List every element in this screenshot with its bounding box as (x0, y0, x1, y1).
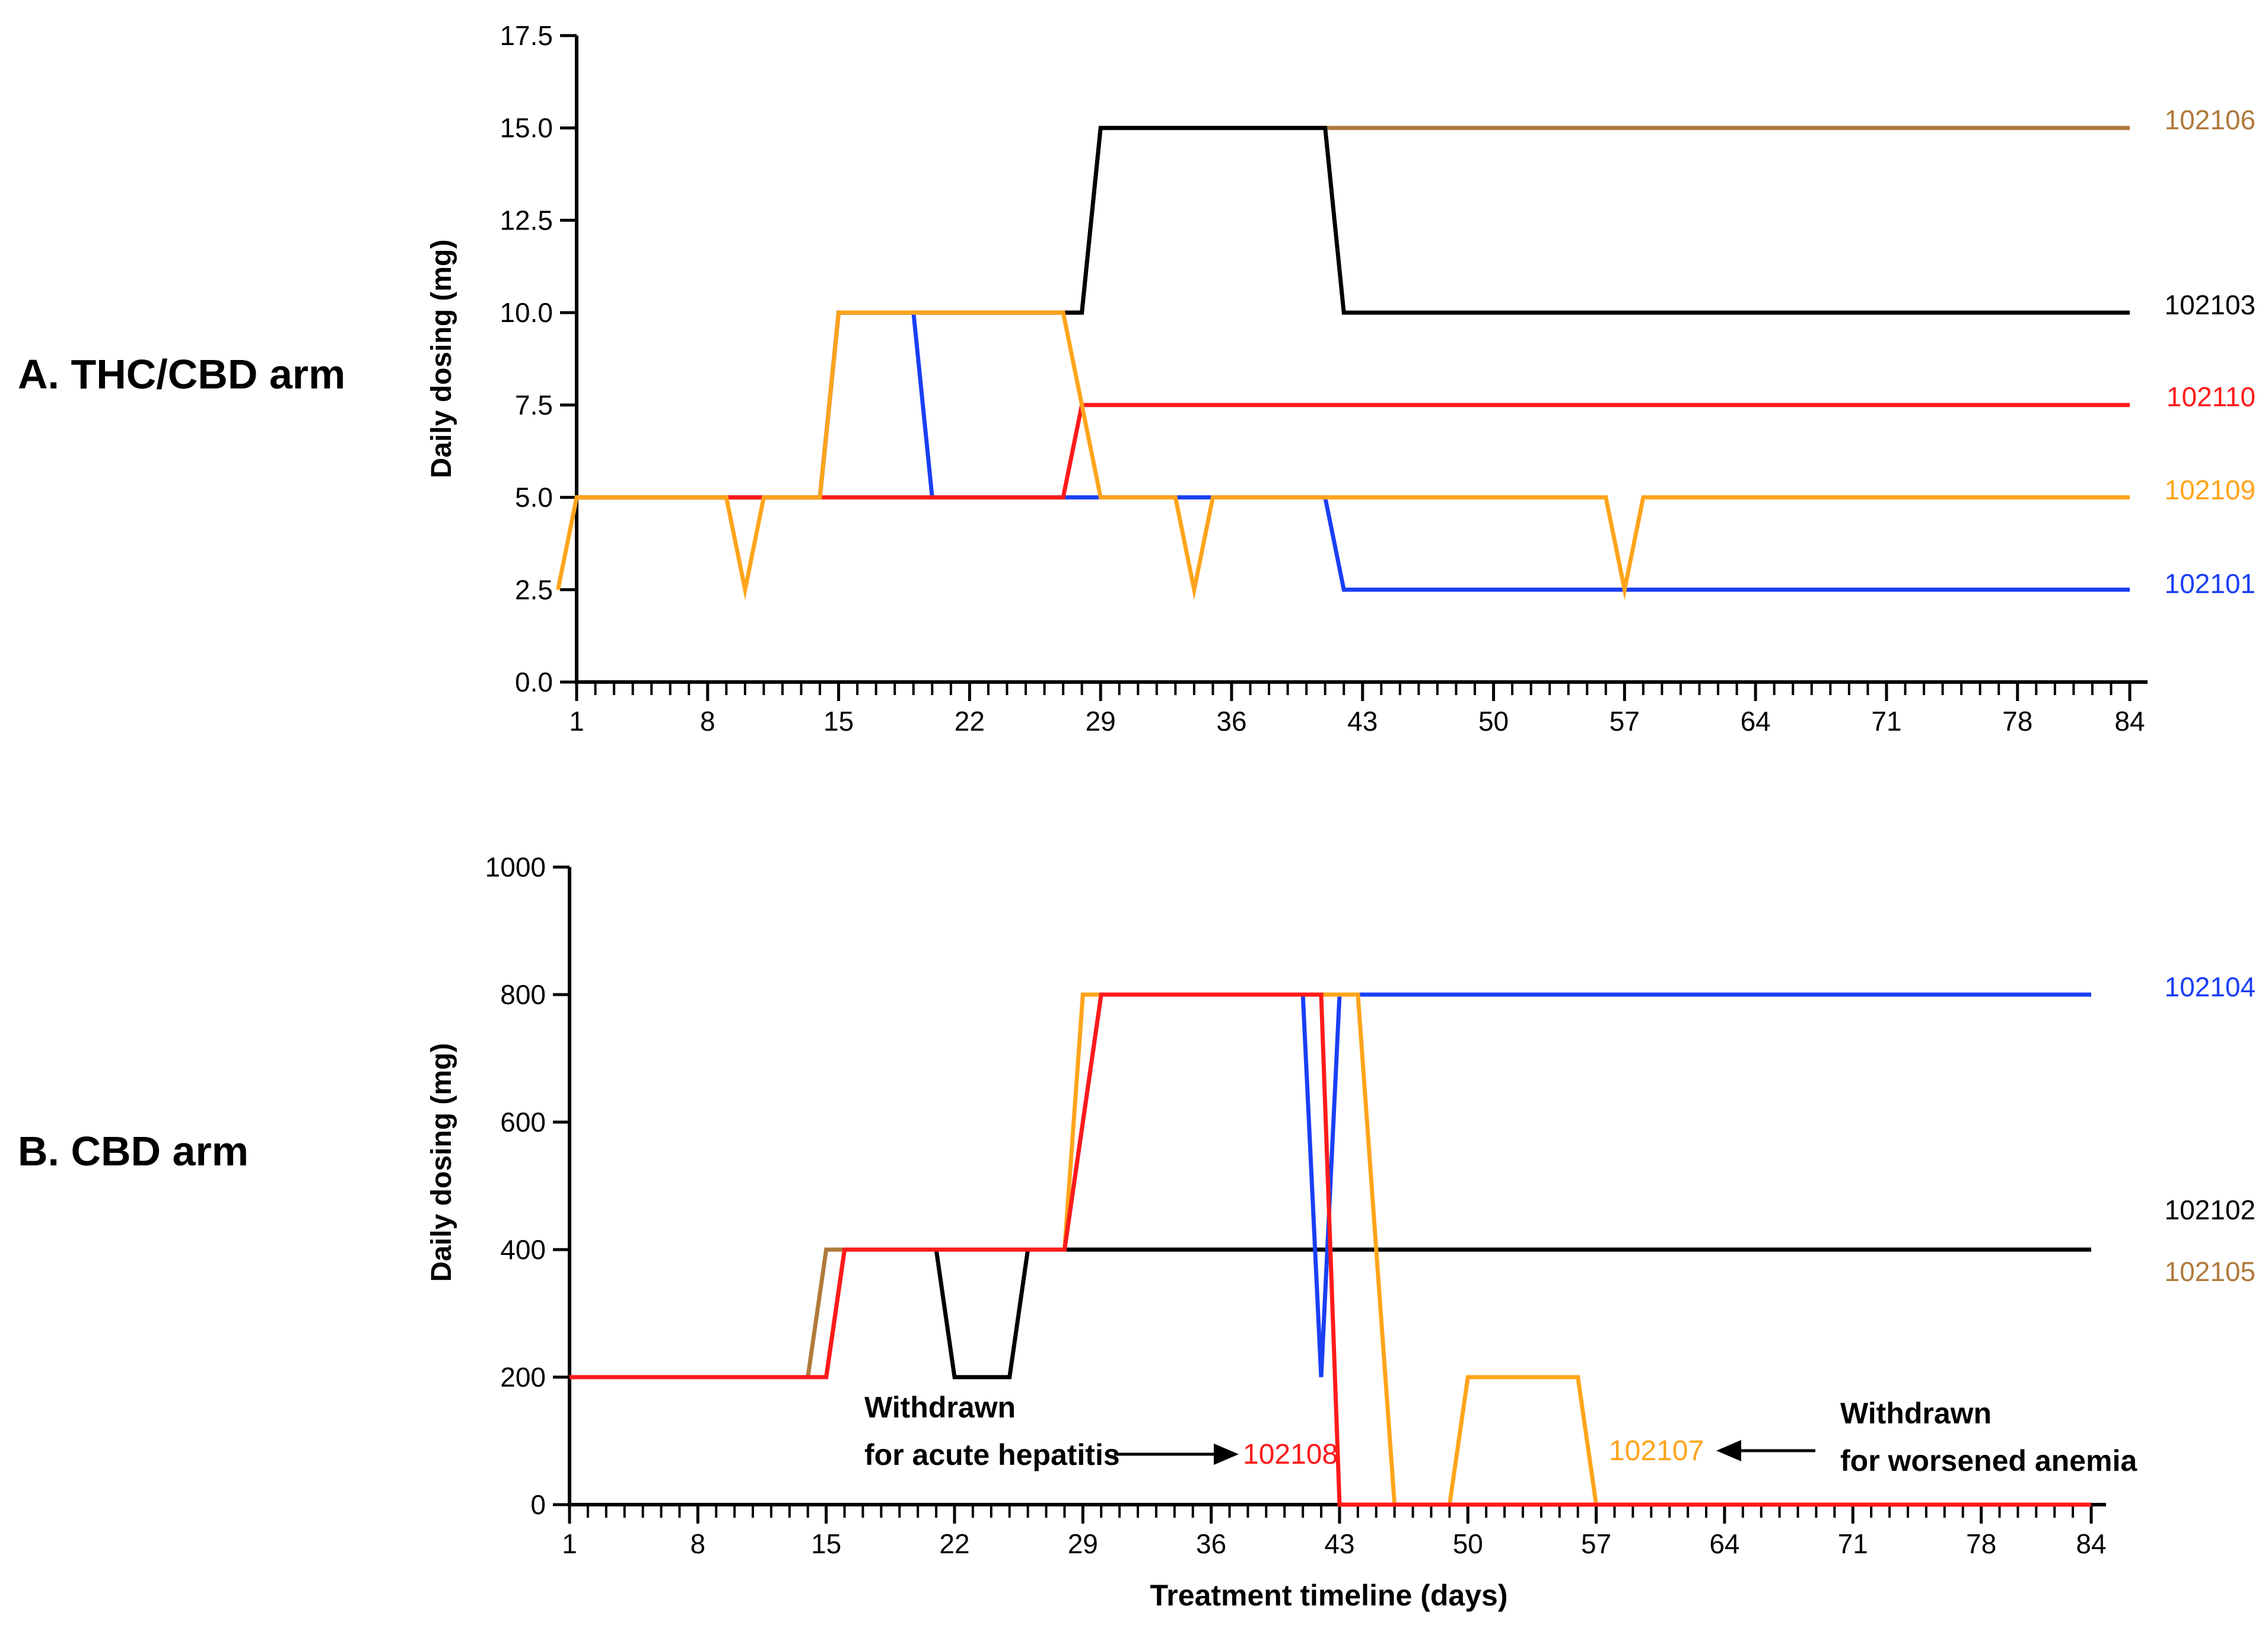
x-tick-label: 1 (569, 706, 584, 737)
series-line-102108 (570, 992, 2091, 1507)
x-axis-label: Treatment timeline (days) (1150, 1579, 1508, 1612)
annotation-note-line2: for worsened anemia (1840, 1444, 2137, 1477)
y-tick-label: 800 (500, 979, 546, 1010)
series-line-102104 (570, 992, 2091, 1380)
annotation-label-102108: 102108 (1243, 1439, 1338, 1470)
x-tick-label: 15 (811, 1528, 841, 1559)
y-tick-label: 12.5 (500, 205, 553, 235)
y-tick-label: 2.5 (515, 574, 553, 605)
y-tick-label: 10.0 (500, 297, 553, 328)
y-tick-label: 7.5 (515, 390, 553, 420)
x-tick-label: 78 (1966, 1528, 1996, 1559)
series-label-102101: 102101 (2165, 568, 2256, 599)
y-tick-label: 400 (500, 1234, 546, 1265)
x-tick-label: 29 (1068, 1528, 1098, 1559)
panel-b: B. CBD arm 0 200 400 600 800 1000 1 8 15 22 29 36 43… (18, 852, 2256, 1612)
plot-b: 0 200 400 600 800 1000 1 8 15 22 29 36 43 50 57 64 71 78 8… (426, 852, 2256, 1612)
series-label-102110: 102110 (2167, 381, 2256, 412)
x-tick-label: 84 (2076, 1528, 2106, 1559)
x-tick-label: 22 (955, 706, 985, 737)
y-tick-label: 0.0 (515, 667, 553, 697)
arrow-left-icon (1716, 1440, 1741, 1461)
y-axis-label: Daily dosing (mg) (426, 240, 457, 479)
series-line-102103 (577, 126, 2130, 500)
x-tick-label: 22 (939, 1528, 969, 1559)
x-tick-label: 43 (1347, 706, 1378, 737)
x-tick-label: 71 (1871, 706, 1901, 737)
annotation-note-line1: Withdrawn (1840, 1397, 1992, 1430)
series-label-102103: 102103 (2165, 289, 2256, 320)
x-tick-label: 57 (1609, 706, 1640, 737)
y-tick-label: 1000 (485, 852, 546, 883)
series-label-102106: 102106 (2165, 104, 2256, 135)
annotation-note-line2: for acute hepatitis (864, 1438, 1120, 1471)
y-tick-label: 15.0 (500, 113, 553, 144)
x-tick-label: 64 (1741, 706, 1771, 737)
x-tick-label: 71 (1838, 1528, 1868, 1559)
x-tick-label: 15 (823, 706, 854, 737)
annotation-label-102107: 102107 (1609, 1435, 1704, 1467)
series-label-102105: 102105 (2165, 1256, 2256, 1287)
x-tick-label: 84 (2114, 706, 2145, 737)
series-line-102109 (556, 310, 2130, 600)
x-tick-label: 8 (691, 1528, 706, 1559)
plot-a: 0.0 2.5 5.0 7.5 10.0 12.5 15.0 17.5 1 8 15 22 29 36 43… (426, 20, 2256, 737)
annotation-note-line1: Withdrawn (864, 1391, 1016, 1424)
y-tick-label: 600 (500, 1107, 546, 1138)
x-tick-label: 50 (1478, 706, 1509, 737)
x-tick-label: 64 (1709, 1528, 1739, 1559)
x-tick-label: 1 (562, 1528, 577, 1559)
y-tick-label: 5.0 (515, 482, 553, 513)
panel-a-label: A. THC/CBD arm (18, 351, 345, 397)
x-tick-label: 36 (1196, 1528, 1226, 1559)
series-label-102102: 102102 (2165, 1194, 2256, 1225)
x-tick-label: 8 (700, 706, 715, 737)
series-line-102110 (577, 403, 2130, 500)
series-line-102101 (577, 310, 2130, 592)
x-tick-label: 78 (2002, 706, 2032, 737)
panel-a: A. THC/CBD arm 0.0 2.5 5.0 7.5 10.0 12.5 15.0 1… (18, 20, 2256, 737)
y-tick-label: 200 (500, 1362, 546, 1393)
x-tick-label: 43 (1324, 1528, 1354, 1559)
panel-b-label: B. CBD arm (18, 1128, 249, 1174)
arrow-right-icon (1214, 1444, 1239, 1465)
series-label-102109: 102109 (2165, 474, 2256, 505)
y-tick-label: 0 (530, 1489, 546, 1520)
x-tick-label: 50 (1453, 1528, 1483, 1559)
x-tick-label: 29 (1086, 706, 1116, 737)
y-tick-label: 17.5 (500, 20, 553, 51)
series-label-102104: 102104 (2165, 971, 2256, 1002)
x-tick-label: 36 (1216, 706, 1246, 737)
x-tick-label: 57 (1581, 1528, 1611, 1559)
y-axis-label: Daily dosing (mg) (426, 1043, 457, 1282)
